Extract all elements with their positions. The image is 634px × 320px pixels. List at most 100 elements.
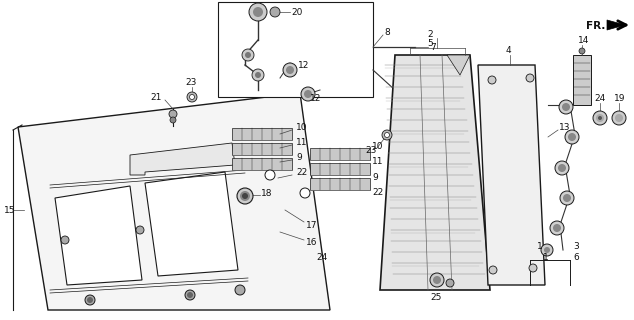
Circle shape [529,264,537,272]
Circle shape [187,292,193,298]
Text: 19: 19 [614,93,626,102]
Circle shape [235,285,245,295]
Circle shape [559,100,573,114]
Polygon shape [55,186,142,285]
Circle shape [245,52,251,58]
Polygon shape [607,20,625,30]
Circle shape [433,276,441,284]
Text: 12: 12 [310,93,321,102]
Text: 10: 10 [296,123,307,132]
Circle shape [170,117,176,123]
Circle shape [136,226,144,234]
Text: 22: 22 [372,188,383,196]
Text: 1: 1 [537,242,543,251]
Text: 22: 22 [296,167,307,177]
Circle shape [488,76,496,84]
Polygon shape [310,148,370,160]
Circle shape [560,191,574,205]
Text: 25: 25 [430,292,441,301]
Polygon shape [478,65,545,285]
Polygon shape [310,163,370,175]
Text: 14: 14 [578,36,590,44]
Text: 1: 1 [543,253,549,262]
Circle shape [568,133,576,141]
Circle shape [615,114,623,122]
Text: 3: 3 [573,242,579,251]
Circle shape [384,132,389,138]
Circle shape [562,103,570,111]
Circle shape [430,273,444,287]
Circle shape [85,295,95,305]
Text: 11: 11 [372,156,384,165]
Text: 15: 15 [4,205,15,214]
Circle shape [237,188,253,204]
Circle shape [558,164,566,172]
Circle shape [252,69,264,81]
Circle shape [596,114,604,122]
Text: 24: 24 [594,93,605,102]
Circle shape [242,49,254,61]
Circle shape [255,72,261,78]
Text: 5: 5 [427,38,433,47]
Polygon shape [18,93,330,310]
Text: 8: 8 [384,28,390,36]
Circle shape [301,87,315,101]
Circle shape [286,66,294,74]
Text: 2: 2 [427,29,433,38]
Polygon shape [232,128,292,140]
Text: 10: 10 [372,141,384,150]
Text: 16: 16 [306,237,318,246]
Polygon shape [145,172,238,276]
Circle shape [249,3,267,21]
Polygon shape [130,143,235,175]
Circle shape [544,247,550,253]
Text: 23: 23 [185,77,197,86]
Bar [218,2,373,97]
Circle shape [489,266,497,274]
Circle shape [565,130,579,144]
Text: 17: 17 [306,220,318,229]
Text: 24: 24 [316,253,327,262]
Circle shape [270,7,280,17]
Circle shape [579,48,585,54]
Circle shape [253,7,263,17]
Circle shape [190,94,195,100]
Circle shape [304,90,312,98]
Circle shape [87,297,93,303]
Circle shape [61,236,69,244]
Polygon shape [310,178,370,190]
Text: 12: 12 [298,60,309,69]
Polygon shape [232,143,292,155]
Text: 9: 9 [296,153,302,162]
Circle shape [541,244,553,256]
Text: FR.: FR. [586,21,605,31]
Circle shape [283,63,297,77]
Circle shape [612,111,626,125]
Text: 23: 23 [365,146,377,155]
Text: 6: 6 [573,252,579,261]
Circle shape [446,279,454,287]
Circle shape [553,224,561,232]
Polygon shape [380,55,490,290]
Circle shape [598,116,602,120]
Text: 11: 11 [296,138,307,147]
Circle shape [382,130,392,140]
Ellipse shape [493,90,527,140]
Circle shape [240,191,250,201]
Text: 20: 20 [291,7,302,17]
Text: 9: 9 [372,172,378,181]
Polygon shape [447,55,470,75]
Circle shape [185,290,195,300]
Circle shape [300,188,310,198]
Circle shape [563,194,571,202]
Circle shape [187,92,197,102]
Ellipse shape [496,174,531,226]
Text: 13: 13 [559,123,571,132]
Text: 4: 4 [506,45,512,54]
Circle shape [265,170,275,180]
Circle shape [555,161,569,175]
Text: 18: 18 [261,188,273,197]
Circle shape [550,221,564,235]
Circle shape [242,193,248,199]
Circle shape [169,110,177,118]
